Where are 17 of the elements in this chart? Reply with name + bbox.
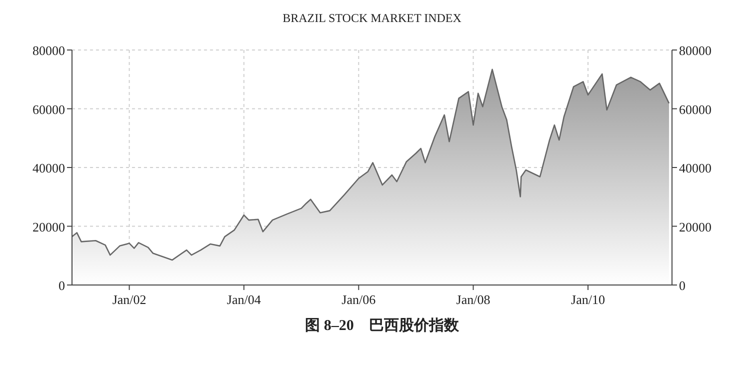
y2-tick-label: 40000 bbox=[679, 160, 712, 176]
title: BRAZIL STOCK MARKET INDEX bbox=[282, 11, 462, 25]
x-tick-label: Jan/10 bbox=[571, 292, 605, 307]
x-tick-label: Jan/04 bbox=[226, 292, 262, 307]
y2-tick-label: 0 bbox=[679, 278, 686, 293]
y2-tick-label: 80000 bbox=[679, 43, 712, 58]
y-tick-label: 80000 bbox=[32, 43, 65, 58]
y-tick-label: 40000 bbox=[32, 160, 65, 176]
x-tick-label: Jan/02 bbox=[112, 292, 146, 307]
y-tick-label: 20000 bbox=[32, 219, 65, 234]
x-tick-label: Jan/06 bbox=[342, 292, 376, 307]
y-tick-label: 60000 bbox=[32, 102, 65, 117]
y2-tick-label: 20000 bbox=[679, 219, 712, 234]
caption: 图 8–20 巴西股价指数 bbox=[305, 318, 459, 334]
x-tick-label: Jan/08 bbox=[456, 292, 490, 307]
y-tick-label: 0 bbox=[58, 278, 65, 293]
y2-tick-label: 60000 bbox=[679, 102, 712, 117]
